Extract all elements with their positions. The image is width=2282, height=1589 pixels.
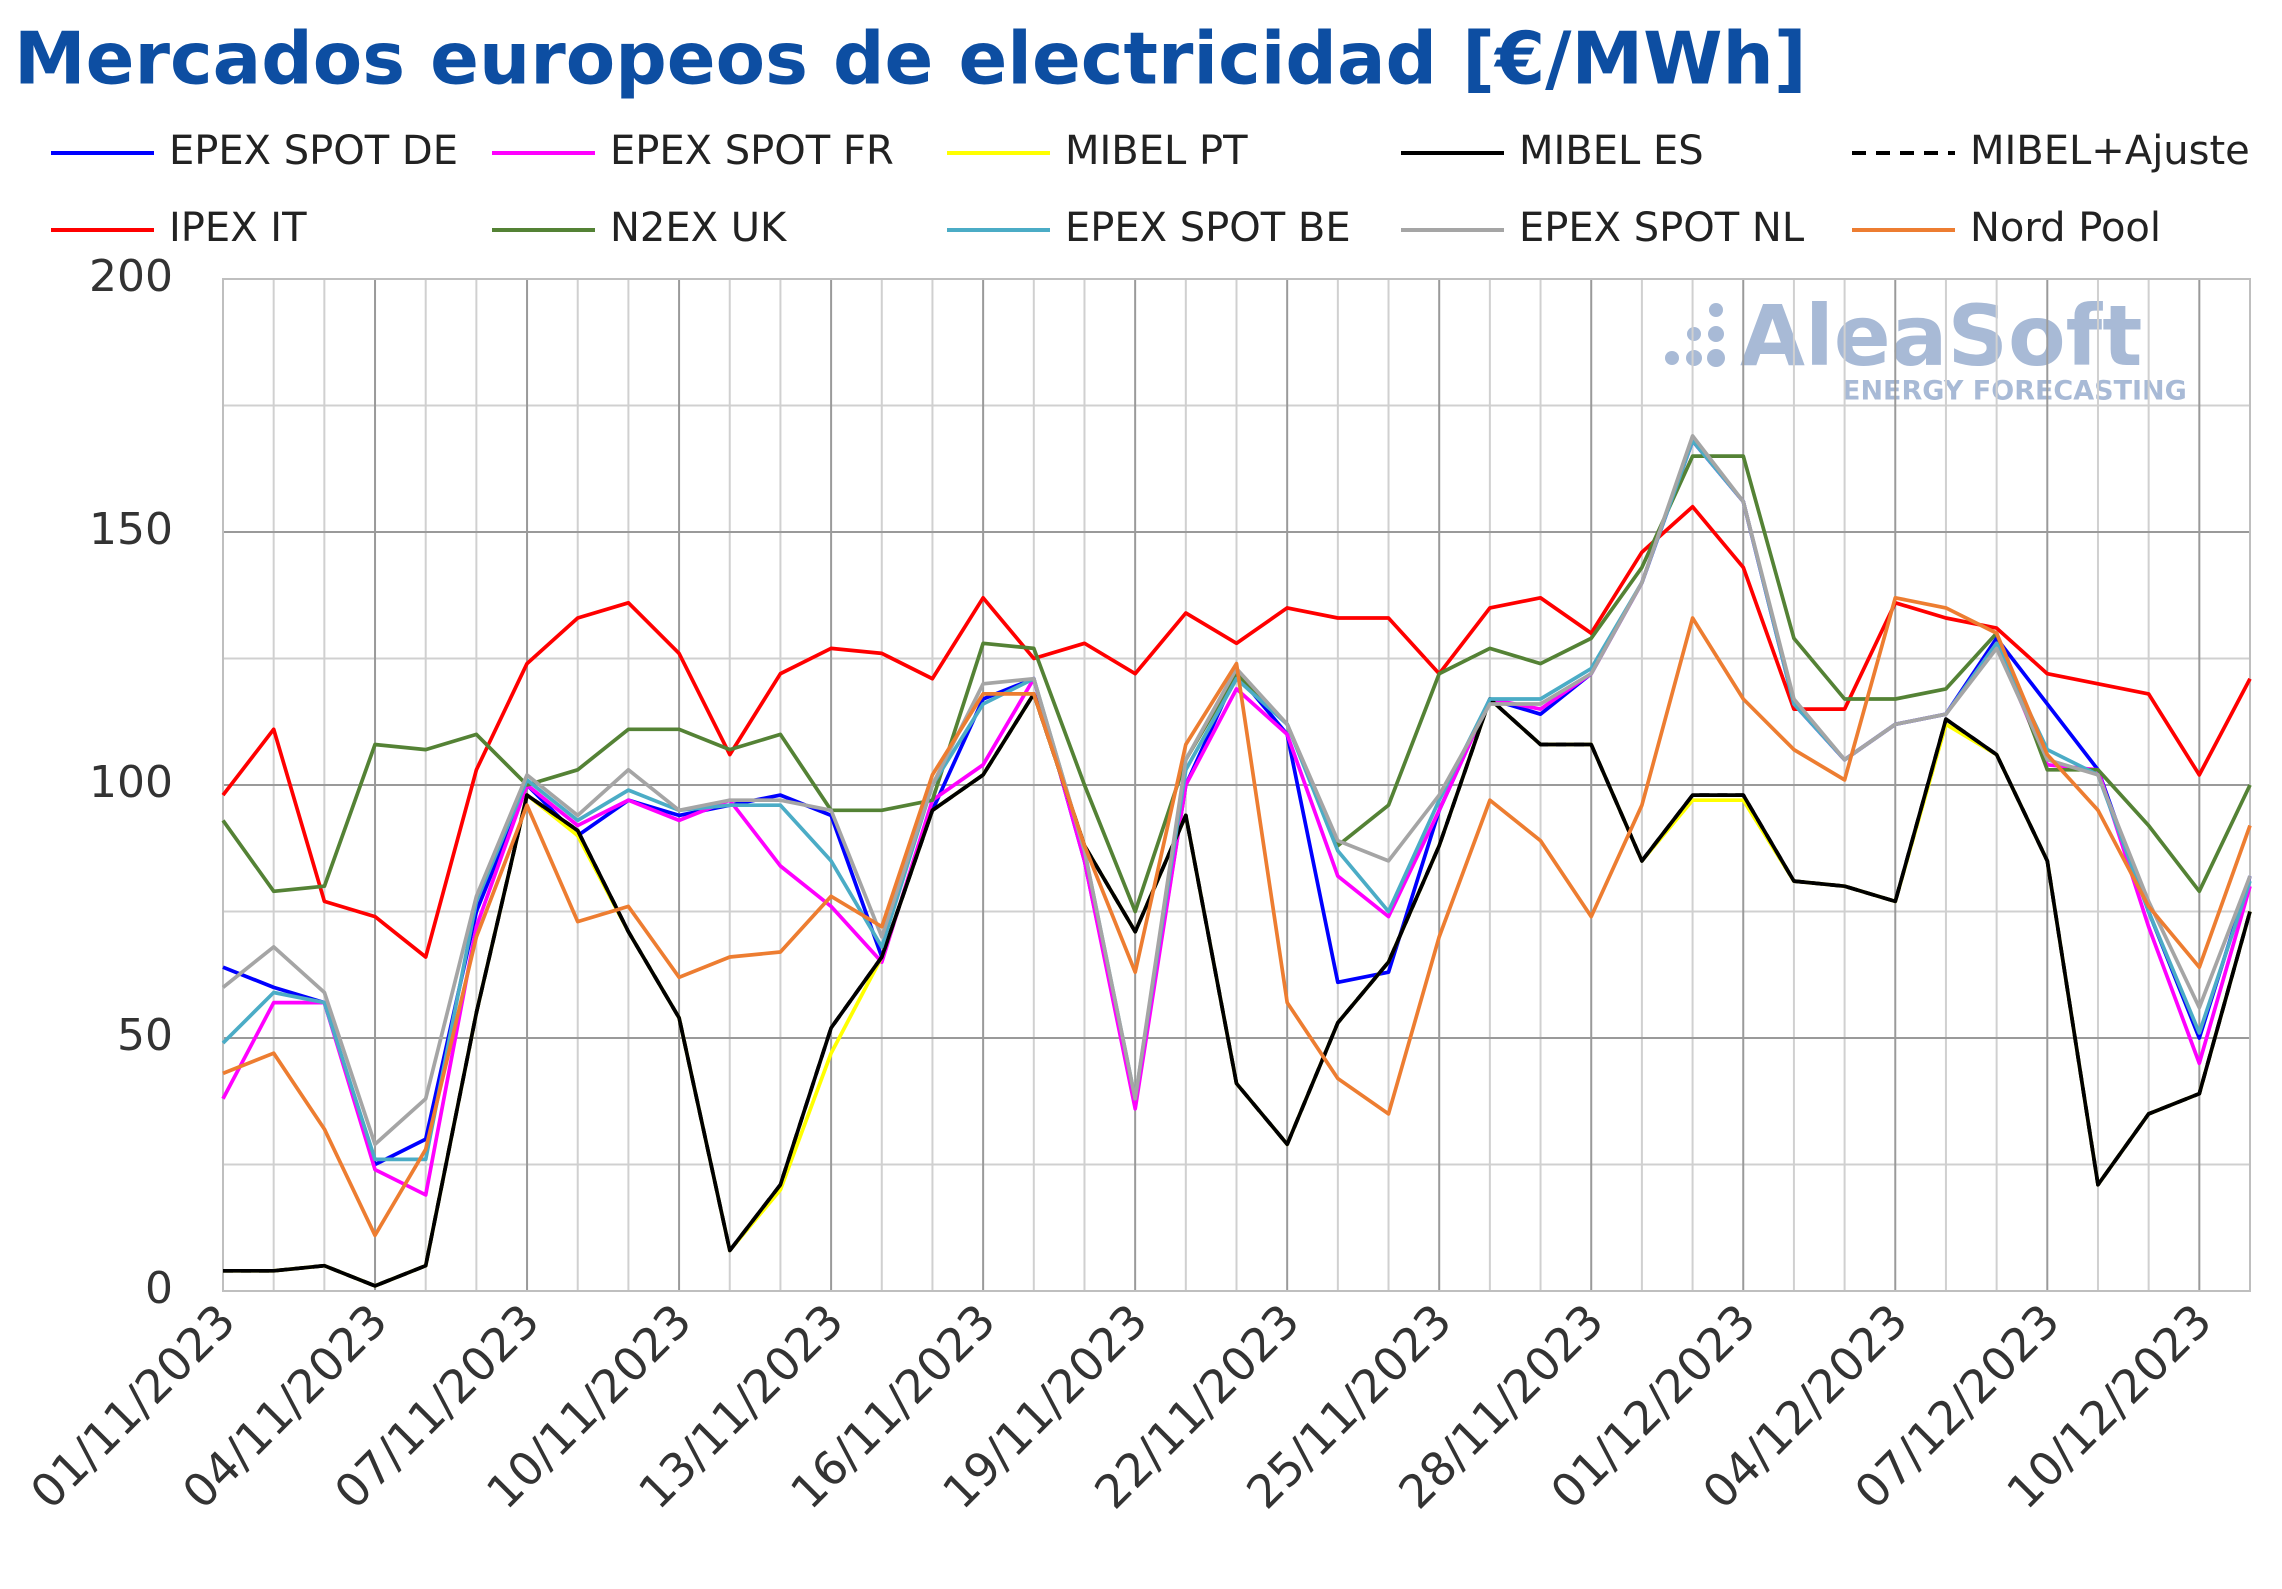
legend-label: EPEX SPOT BE [1065,205,1351,251]
legend-label: MIBEL+Ajuste [1970,128,2250,174]
y-tick-label: 0 [145,1263,173,1314]
legend-label: EPEX SPOT DE [169,128,458,174]
watermark-tagline: ENERGY FORECASTING [1842,376,2187,407]
logo-dot [1708,326,1724,342]
series-line [223,692,2252,1288]
legend-label: Nord Pool [1970,205,2161,251]
series-line [222,595,2252,1238]
watermark-brand: AleaSoft [1740,287,2142,385]
y-tick-label: 200 [89,251,173,302]
legend-label: MIBEL ES [1519,128,1704,174]
logo-dot [1687,327,1701,341]
y-tick-label: 50 [117,1010,173,1061]
legend-label: EPEX SPOT FR [610,128,894,174]
logo-dot [1709,303,1723,317]
legend-label: EPEX SPOT NL [1519,205,1805,251]
legend-label: IPEX IT [169,205,307,251]
legend-label: N2EX UK [610,205,788,251]
y-tick-label: 100 [89,757,173,808]
chart-title: Mercados europeos de electricidad [€/MWh… [14,17,1807,101]
legend-label: MIBEL PT [1065,128,1248,174]
y-tick-label: 150 [89,504,173,555]
logo-dot [1707,349,1725,367]
series-line [221,504,2252,959]
logo-dot [1665,351,1679,365]
logo-dot [1686,350,1702,366]
watermark: AleaSoft ENERGY FORECASTING [1665,287,2187,407]
